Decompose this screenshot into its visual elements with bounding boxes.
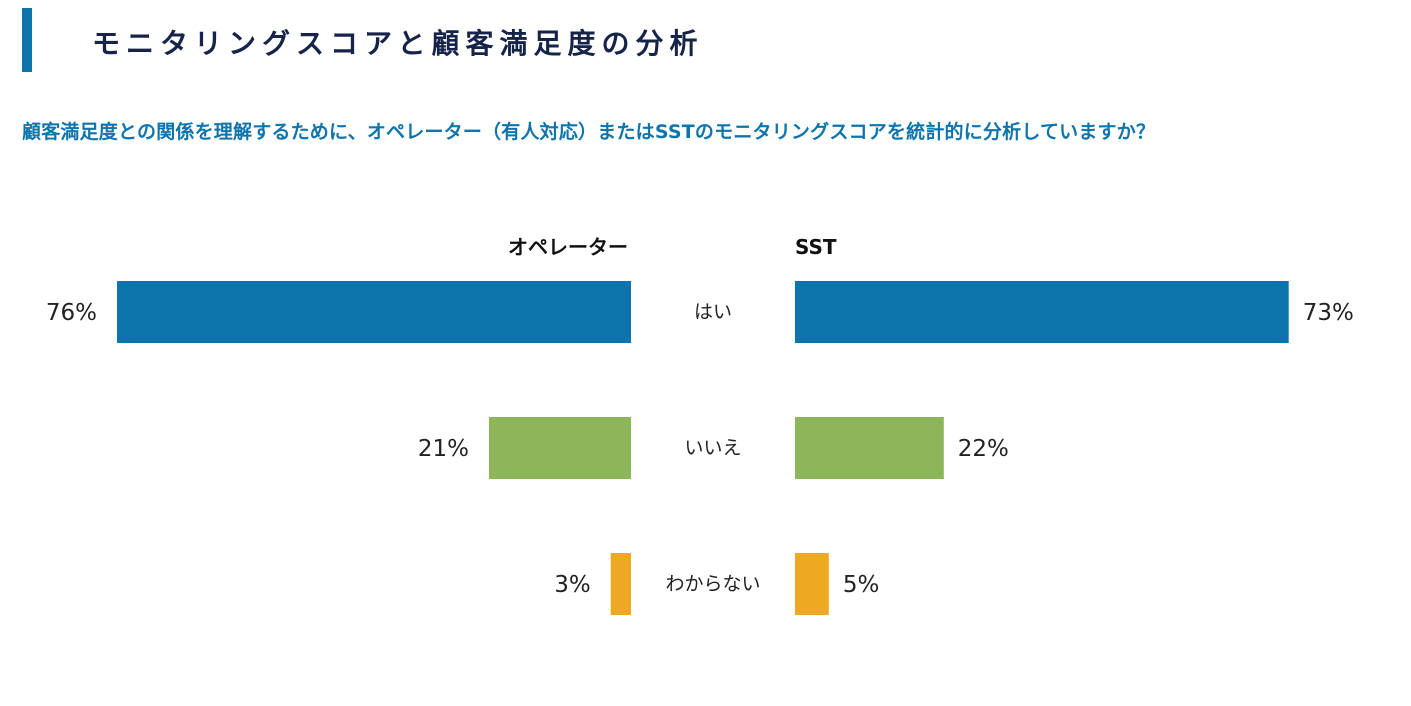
bar-operator-0 [117,281,631,343]
category-label-2: わからない [665,573,760,595]
bar-operator-2 [610,553,631,615]
category-label-1: いいえ [684,437,741,459]
value-label-operator-1: 21% [418,436,469,462]
series-header-operator: オペレーター [508,235,628,259]
page-title: モニタリングスコアと顧客満足度の分析 [92,27,704,60]
value-label-operator-2: 3% [554,572,591,598]
bar-sst-1 [795,417,944,479]
bar-operator-1 [488,417,631,479]
bar-sst-2 [795,553,829,615]
value-label-sst-1: 22% [958,436,1009,462]
bar-sst-0 [795,281,1289,343]
value-label-sst-2: 5% [843,572,880,598]
category-label-0: はい [694,301,732,323]
survey-question: 顧客満足度との関係を理解するために、オペレーター（有人対応）またはSSTのモニタ… [22,121,1156,143]
value-label-operator-0: 76% [46,300,97,326]
series-header-sst: SST [795,235,837,259]
value-label-sst-0: 73% [1303,300,1354,326]
title-accent-bar [22,8,32,72]
